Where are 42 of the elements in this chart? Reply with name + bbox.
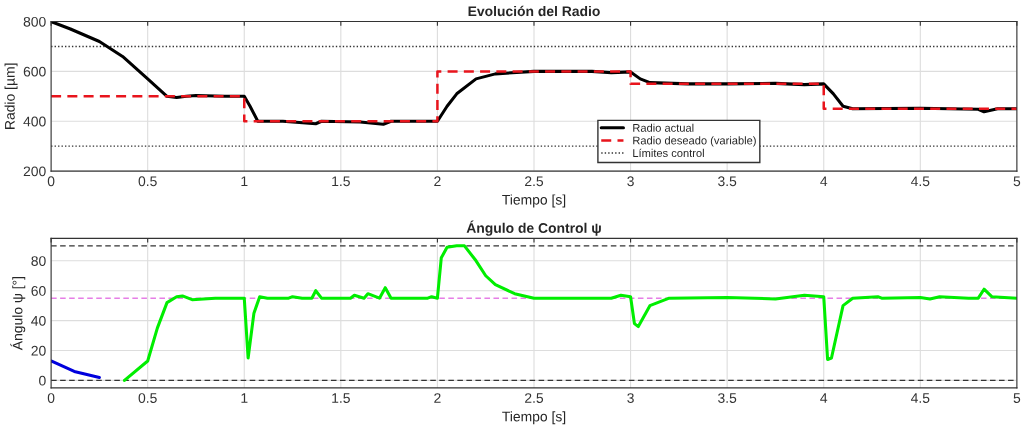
x-tick-label: 3.5	[718, 176, 737, 187]
x-tick-label: 2	[434, 176, 441, 187]
legend-label: Límites control	[633, 148, 704, 157]
x-tick-label: 3	[627, 393, 634, 403]
y-tick-label: 80	[31, 256, 46, 266]
x-tick-label: 4.5	[910, 176, 930, 187]
x-tick-label: 0	[47, 393, 55, 403]
x-axis-title: Tiempo [s]	[502, 411, 566, 425]
line-series	[51, 70, 1017, 123]
x-axis-title: Tiempo [s]	[502, 194, 566, 208]
x-tick-label: 5	[1013, 176, 1021, 187]
x-tick-label: 0.5	[138, 176, 157, 187]
x-tick-label: 4	[820, 176, 828, 187]
x-tick-label: 4.5	[910, 393, 930, 403]
y-tick-label: 20	[31, 345, 46, 356]
x-tick-label: 0.5	[138, 393, 157, 403]
chart-title: Evolución del Radio	[468, 5, 600, 17]
x-tick-label: 2.5	[525, 176, 544, 187]
chart-title: Ángulo de Control ψ	[466, 220, 601, 236]
y-tick-label: 400	[23, 116, 46, 127]
y-axis-title: Ángulo ψ [°]	[10, 277, 26, 351]
y-tick-label: 60	[31, 286, 46, 296]
x-tick-label: 1.5	[332, 176, 350, 187]
legend-label: Radio actual	[633, 123, 694, 132]
legend-label: Radio deseado (variable)	[633, 136, 756, 147]
y-tick-label: 600	[23, 66, 46, 77]
line-series	[122, 244, 1017, 382]
y-tick-label: 40	[31, 315, 46, 326]
y-tick-label: 0	[39, 375, 46, 386]
x-tick-label: 3	[627, 176, 634, 187]
y-axis-title: Radio [µm]	[4, 63, 18, 129]
x-tick-label: 5	[1013, 393, 1021, 403]
y-tick-label: 800	[23, 16, 46, 27]
x-tick-label: 1	[241, 176, 248, 187]
x-tick-label: 2	[434, 393, 441, 403]
x-tick-label: 1	[241, 393, 248, 403]
x-tick-label: 4	[820, 393, 828, 403]
x-tick-label: 1.5	[332, 393, 350, 403]
y-tick-label: 200	[23, 166, 46, 177]
x-tick-label: 0	[47, 176, 55, 187]
x-tick-label: 3.5	[718, 393, 737, 403]
x-tick-label: 2.5	[525, 393, 544, 403]
